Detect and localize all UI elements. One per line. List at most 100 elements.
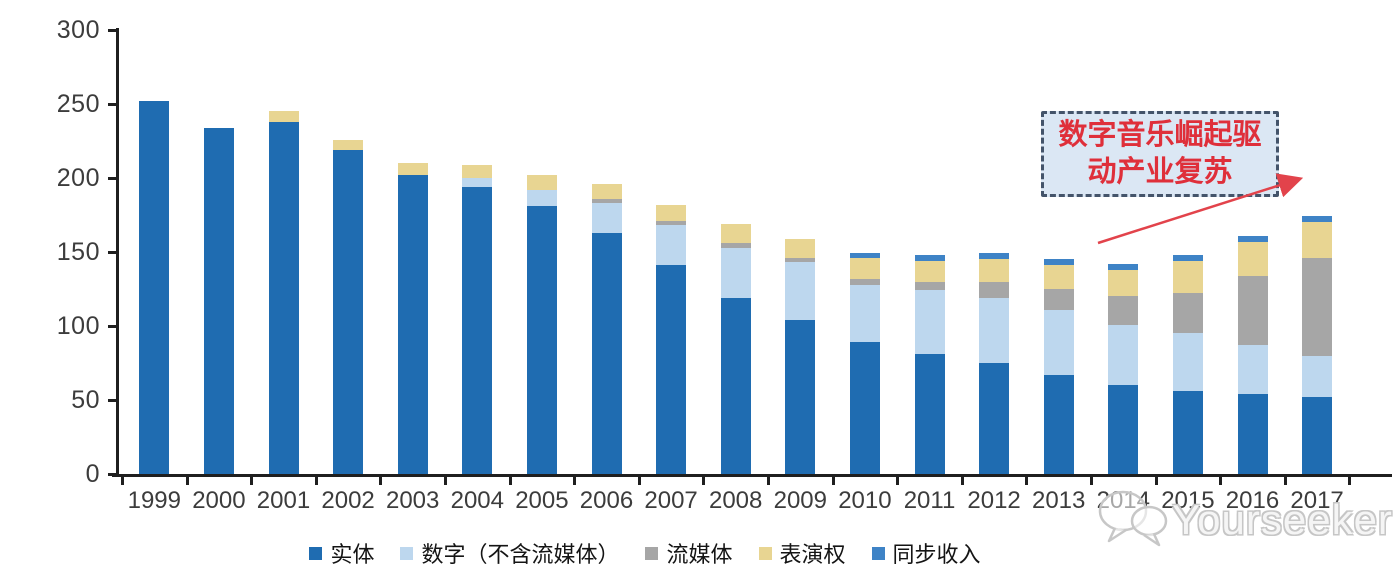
y-axis-label: 100 bbox=[56, 312, 100, 340]
bar-segment-2015 bbox=[1172, 333, 1203, 392]
bar-segment-2014 bbox=[1108, 324, 1139, 386]
bar-segment-2007 bbox=[656, 220, 687, 226]
x-axis-tick bbox=[573, 477, 577, 485]
y-axis-tick bbox=[108, 29, 117, 32]
bar-segment-2006 bbox=[591, 203, 622, 233]
x-axis-tick bbox=[444, 477, 447, 485]
bar-segment-2008 bbox=[720, 223, 751, 244]
x-axis bbox=[112, 474, 1392, 477]
annotation-text-line1: 数字音乐崛起驱 bbox=[1058, 119, 1262, 151]
y-axis-tick bbox=[108, 103, 117, 106]
bar-segment-2010 bbox=[849, 278, 880, 285]
bar-segment-2016 bbox=[1237, 275, 1268, 346]
bar-segment-2004 bbox=[462, 164, 493, 178]
x-axis-tick bbox=[379, 477, 383, 485]
x-axis-label: 2001 bbox=[256, 487, 311, 514]
x-axis-tick bbox=[1025, 477, 1029, 485]
x-axis-tick bbox=[896, 477, 900, 485]
legend-swatch bbox=[758, 546, 772, 560]
x-axis-label: 1999 bbox=[127, 487, 181, 514]
x-axis-tick bbox=[767, 477, 770, 485]
legend-item: 表演权 bbox=[758, 537, 846, 569]
watermark-text: Yourseeker bbox=[1172, 496, 1393, 543]
x-axis-tick bbox=[960, 477, 964, 485]
bar-segment-2011 bbox=[914, 254, 945, 261]
bar-segment-2008 bbox=[720, 247, 751, 298]
x-axis-tick bbox=[1090, 477, 1093, 485]
bar-segment-2015 bbox=[1172, 293, 1203, 334]
legend-label: 表演权 bbox=[779, 542, 846, 567]
bar-segment-2013 bbox=[1043, 259, 1074, 266]
bar-segment-2011 bbox=[914, 354, 945, 474]
bar-segment-2009 bbox=[785, 238, 816, 258]
x-axis-label: 2010 bbox=[838, 487, 892, 514]
bar-segment-2016 bbox=[1237, 235, 1268, 242]
bar-segment-2017 bbox=[1302, 355, 1333, 398]
bar-segment-2014 bbox=[1108, 385, 1139, 474]
bar-segment-1999 bbox=[139, 101, 170, 474]
x-axis-tick bbox=[1154, 477, 1158, 485]
y-axis-tick bbox=[108, 473, 117, 476]
x-axis-tick bbox=[637, 477, 641, 485]
legend-label: 实体 bbox=[330, 542, 375, 567]
annotation-text-line2: 动产业复苏 bbox=[1087, 156, 1233, 188]
annotation-box: 数字音乐崛起驱 动产业复苏 bbox=[1041, 111, 1279, 197]
x-axis-tick bbox=[314, 477, 318, 485]
bar-segment-2002 bbox=[333, 139, 364, 150]
x-axis-label: 2003 bbox=[385, 487, 440, 514]
bar-segment-2013 bbox=[1043, 374, 1074, 474]
x-axis-label: 2011 bbox=[903, 487, 956, 514]
bar-segment-2013 bbox=[1043, 265, 1074, 289]
bar-segment-2006 bbox=[591, 198, 622, 204]
x-axis-label: 2008 bbox=[708, 487, 763, 514]
bar-segment-2013 bbox=[1043, 289, 1074, 310]
legend-label: 流媒体 bbox=[666, 542, 733, 567]
y-axis-label: 200 bbox=[56, 164, 100, 192]
bar-segment-2007 bbox=[656, 225, 687, 266]
y-axis-tick bbox=[108, 399, 117, 402]
bar-segment-2014 bbox=[1108, 296, 1139, 325]
x-axis-label: 2002 bbox=[321, 487, 375, 514]
x-axis-tick bbox=[1283, 477, 1287, 485]
watermark: Yourseeker bbox=[1096, 484, 1396, 574]
bar-segment-2005 bbox=[526, 206, 557, 474]
bar-segment-2009 bbox=[785, 257, 816, 263]
legend-swatch bbox=[871, 546, 885, 560]
legend-item: 实体 bbox=[309, 537, 374, 569]
bar-segment-2012 bbox=[979, 253, 1010, 260]
bar-segment-2006 bbox=[591, 183, 622, 199]
legend-item: 同步收入 bbox=[871, 537, 981, 569]
legend-item: 数字（不含流媒体） bbox=[400, 537, 619, 569]
bar-segment-2009 bbox=[785, 320, 816, 474]
x-axis-tick bbox=[250, 477, 254, 485]
chat-bubbles-icon bbox=[1098, 490, 1168, 547]
bar-segment-2015 bbox=[1172, 254, 1203, 261]
x-axis-tick bbox=[702, 477, 706, 485]
bar-segment-2007 bbox=[656, 204, 687, 221]
legend-item: 流媒体 bbox=[645, 537, 733, 569]
bar-segment-2015 bbox=[1172, 260, 1203, 294]
bar-segment-2012 bbox=[979, 259, 1010, 282]
bar-segment-2016 bbox=[1237, 345, 1268, 395]
bar-segment-2012 bbox=[979, 297, 1010, 363]
y-axis bbox=[116, 28, 119, 477]
bar-segment-2001 bbox=[268, 121, 299, 474]
bar-segment-2007 bbox=[656, 265, 687, 474]
x-axis-label: 2016 bbox=[1225, 487, 1280, 514]
y-axis-tick bbox=[108, 325, 117, 328]
x-axis-tick bbox=[1348, 477, 1352, 485]
bar-segment-2005 bbox=[526, 175, 557, 190]
bar-segment-2003 bbox=[397, 175, 428, 474]
bar-segment-2010 bbox=[849, 284, 880, 343]
bar-segment-2015 bbox=[1172, 391, 1203, 474]
y-axis-label: 300 bbox=[56, 16, 100, 44]
x-axis-label: 2017 bbox=[1290, 487, 1344, 514]
bar-segment-2011 bbox=[914, 290, 945, 355]
y-axis-label: 50 bbox=[71, 386, 100, 414]
legend-swatch bbox=[645, 546, 659, 560]
y-axis-label: 250 bbox=[56, 90, 100, 118]
bar-segment-2002 bbox=[333, 149, 364, 474]
bar-segment-2004 bbox=[462, 186, 493, 474]
y-axis-tick bbox=[108, 251, 117, 254]
x-axis-label: 2009 bbox=[773, 487, 827, 514]
